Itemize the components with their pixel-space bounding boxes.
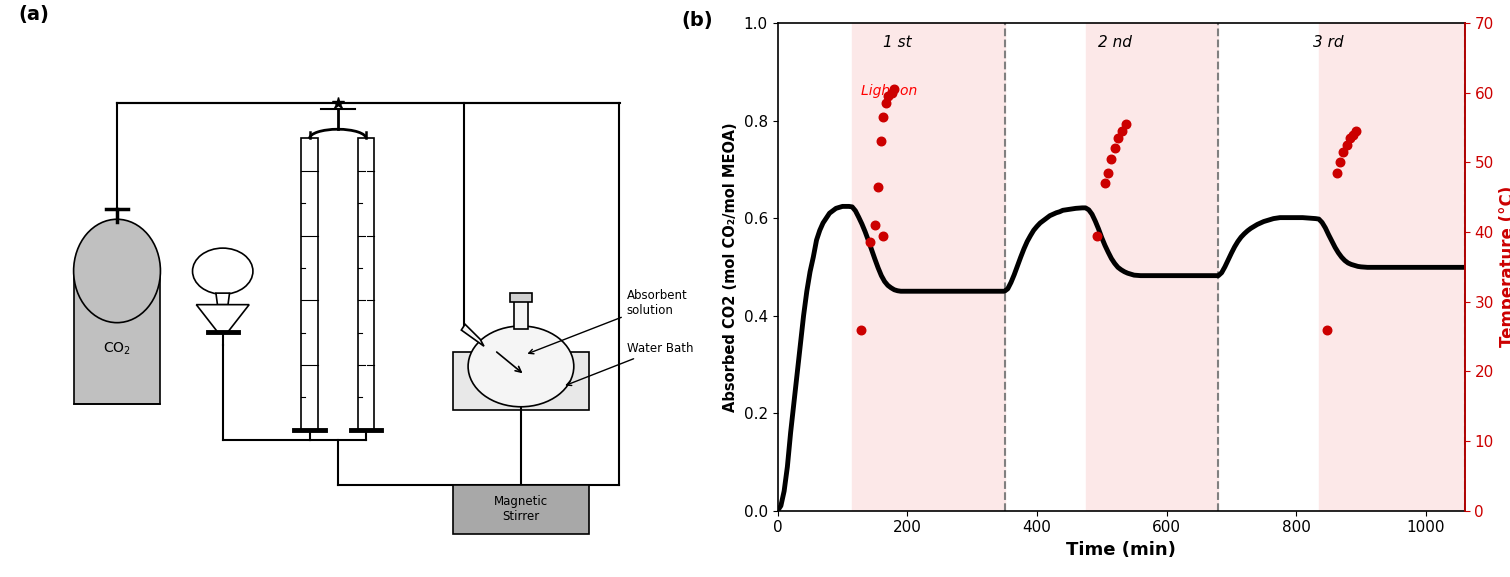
- Point: [1084, 231, 1108, 240]
- Text: 1 st: 1 st: [883, 35, 912, 50]
- Bar: [1086, 23, 1219, 511]
- Text: Magnetic
Stirrer: Magnetic Stirrer: [494, 495, 548, 523]
- Y-axis label: Absorbed CO2 (mol CO₂/mol MEOA): Absorbed CO2 (mol CO₂/mol MEOA): [723, 122, 738, 411]
- Y-axis label: Temperature (°C): Temperature (°C): [1499, 186, 1510, 347]
- Point: [1338, 133, 1362, 143]
- Circle shape: [193, 248, 254, 294]
- Point: [871, 231, 895, 240]
- Point: [1315, 325, 1339, 334]
- Bar: [453, 352, 589, 410]
- Point: [1324, 168, 1348, 178]
- Point: [1099, 154, 1123, 163]
- Point: [862, 220, 886, 230]
- Point: [1335, 140, 1359, 149]
- Point: [849, 325, 873, 334]
- Point: [870, 137, 894, 146]
- Bar: [852, 23, 1004, 511]
- Point: [1110, 126, 1134, 136]
- Polygon shape: [196, 305, 249, 332]
- Point: [1114, 119, 1139, 129]
- Bar: [302, 138, 319, 430]
- Point: [874, 99, 898, 108]
- Text: (a): (a): [18, 5, 50, 24]
- Text: 2 nd: 2 nd: [1098, 35, 1131, 50]
- Text: Water Bath: Water Bath: [566, 342, 693, 385]
- Bar: [453, 485, 589, 534]
- Circle shape: [468, 326, 574, 407]
- Point: [1341, 130, 1365, 139]
- Point: [1329, 158, 1353, 167]
- Point: [1102, 144, 1126, 153]
- Text: 3 rd: 3 rd: [1314, 35, 1344, 50]
- Point: [867, 182, 891, 192]
- Bar: [515, 298, 528, 329]
- Polygon shape: [216, 293, 230, 305]
- Point: [1332, 147, 1356, 156]
- Text: Absorbent
solution: Absorbent solution: [528, 290, 687, 354]
- Point: [882, 85, 906, 94]
- Bar: [510, 293, 532, 302]
- Text: Light on: Light on: [861, 84, 917, 98]
- Point: [1096, 168, 1120, 178]
- Point: [1105, 133, 1129, 143]
- Bar: [74, 271, 160, 404]
- Ellipse shape: [74, 219, 160, 323]
- X-axis label: Time (min): Time (min): [1066, 541, 1176, 559]
- Point: [876, 92, 900, 101]
- Bar: [1318, 23, 1465, 511]
- Point: [858, 238, 882, 247]
- Polygon shape: [462, 324, 483, 346]
- Bar: [358, 138, 374, 430]
- Point: [880, 88, 904, 98]
- Text: CO$_2$: CO$_2$: [103, 340, 131, 357]
- Text: (b): (b): [681, 11, 713, 30]
- Point: [1344, 126, 1368, 136]
- Point: [871, 113, 895, 122]
- Point: [1093, 179, 1117, 188]
